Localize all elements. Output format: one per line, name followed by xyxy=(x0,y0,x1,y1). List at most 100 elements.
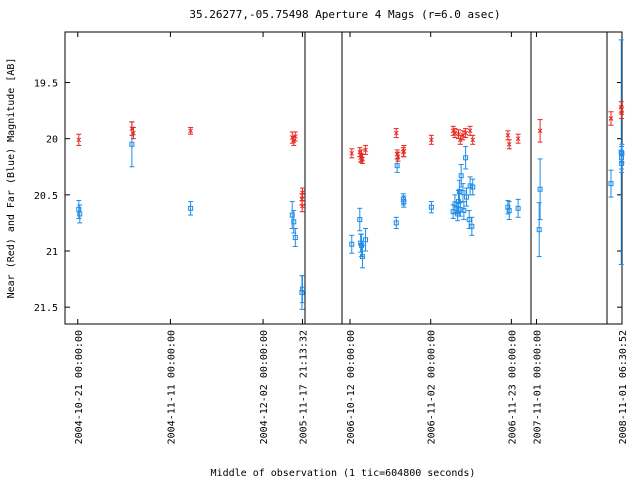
data-point xyxy=(393,216,399,230)
data-point xyxy=(515,198,521,218)
data-point xyxy=(363,228,369,252)
x-axis: 2004-10-21 00:00:00 2004-11-11 00:00:00 20… xyxy=(74,32,629,444)
point-marker-square xyxy=(188,205,194,211)
point-marker-square xyxy=(536,227,542,233)
data-point xyxy=(349,148,355,159)
data-point xyxy=(457,134,463,145)
point-marker-x xyxy=(188,128,193,134)
point-marker-square xyxy=(393,220,399,226)
data-point xyxy=(393,128,399,139)
data-point xyxy=(537,119,543,143)
data-point xyxy=(470,178,476,196)
point-marker-x xyxy=(619,110,624,116)
point-marker-square xyxy=(506,208,512,214)
point-marker-square xyxy=(608,181,614,187)
data-point xyxy=(292,228,298,248)
point-marker-square xyxy=(460,190,466,196)
data-point xyxy=(537,158,543,221)
data-point xyxy=(452,128,458,139)
point-marker-square xyxy=(464,194,470,200)
point-marker-square xyxy=(299,286,305,292)
point-marker-square xyxy=(292,235,298,241)
point-marker-square xyxy=(77,211,83,217)
point-marker-x xyxy=(537,128,543,134)
y-tick-label: 20 xyxy=(46,135,58,146)
point-marker-x xyxy=(299,203,305,209)
data-point xyxy=(506,139,512,150)
y-axis: 19.5 20 20.5 21 21.5 xyxy=(34,79,622,314)
data-point xyxy=(428,134,434,145)
data-point xyxy=(515,133,521,144)
point-marker-x xyxy=(463,130,468,136)
y-tick-label: 19.5 xyxy=(34,79,58,90)
x-tick-label: 2007-11-01 00:00:00 xyxy=(532,330,543,444)
series-far-blue xyxy=(76,39,625,310)
point-marker-square xyxy=(470,184,476,190)
x-tick-label: 2004-11-11 00:00:00 xyxy=(166,330,177,444)
point-marker-square xyxy=(359,254,365,260)
data-point xyxy=(619,106,625,119)
y-tick-label: 20.5 xyxy=(34,191,58,202)
point-marker-square xyxy=(515,205,521,211)
data-point xyxy=(463,128,469,139)
data-point xyxy=(129,121,135,136)
point-marker-square xyxy=(469,223,475,229)
point-marker-square xyxy=(463,155,469,161)
point-marker-square xyxy=(467,183,473,189)
point-marker-square xyxy=(537,186,543,192)
data-point xyxy=(359,153,365,164)
point-marker-square xyxy=(458,173,464,179)
data-point xyxy=(188,201,194,216)
point-marker-x xyxy=(452,130,458,136)
point-marker-square xyxy=(349,241,355,247)
x-tick-label: 2008-11-01 06:30:52 xyxy=(618,330,629,444)
data-point xyxy=(428,201,434,214)
data-point xyxy=(460,130,466,141)
data-point xyxy=(77,204,83,224)
data-point xyxy=(455,206,461,222)
point-marker-square xyxy=(394,163,400,169)
point-marker-square xyxy=(505,204,511,210)
x-tick-label: 2006-10-12 00:00:00 xyxy=(346,330,357,444)
y-axis-label: Near (Red) and Far (Blue) Magnitude [AB] xyxy=(6,58,17,299)
data-point xyxy=(506,201,512,221)
point-marker-square xyxy=(401,199,407,205)
point-marker-x xyxy=(505,132,511,138)
point-marker-square xyxy=(461,208,467,214)
x-tick-label: 2004-10-21 00:00:00 xyxy=(74,330,85,444)
point-marker-square xyxy=(428,204,434,210)
point-marker-x xyxy=(393,130,399,136)
data-point xyxy=(76,133,82,146)
point-marker-x xyxy=(470,137,476,143)
point-marker-square xyxy=(619,150,625,156)
point-marker-x xyxy=(292,134,298,139)
x-tick-label: 2006-11-02 00:00:00 xyxy=(427,330,438,444)
data-point xyxy=(395,151,401,162)
x-tick-label: 2006-11-23 00:00:00 xyxy=(507,330,518,444)
point-marker-x xyxy=(363,147,368,153)
data-point xyxy=(299,275,305,310)
y-tick-label: 21 xyxy=(46,247,58,258)
point-marker-x xyxy=(131,130,136,136)
data-point xyxy=(349,234,355,254)
point-marker-x xyxy=(506,141,512,147)
data-point xyxy=(363,144,369,155)
point-marker-x xyxy=(360,156,365,162)
data-point xyxy=(469,216,475,236)
point-marker-square xyxy=(291,219,297,225)
data-point xyxy=(608,169,614,198)
point-marker-x xyxy=(515,136,521,142)
data-point xyxy=(188,126,194,135)
data-point xyxy=(461,201,467,221)
data-point xyxy=(470,134,476,145)
point-marker-square xyxy=(466,217,472,223)
point-marker-x xyxy=(608,116,614,121)
series-near-red xyxy=(76,101,625,213)
point-marker-x xyxy=(395,154,401,160)
point-marker-x xyxy=(349,150,355,156)
point-marker-square xyxy=(357,217,363,223)
data-point xyxy=(401,195,407,208)
point-marker-x xyxy=(467,128,473,134)
